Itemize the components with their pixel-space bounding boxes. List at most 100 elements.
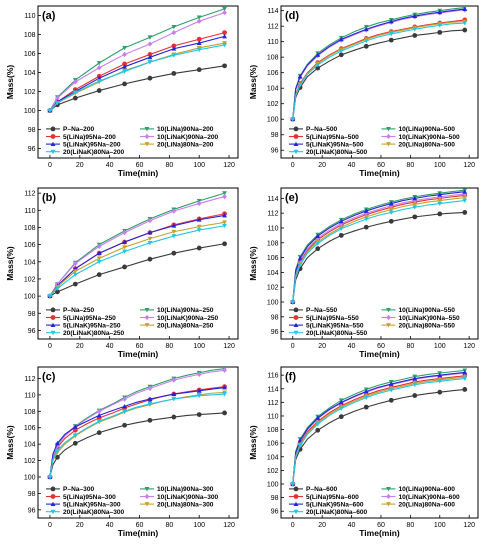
data-point — [147, 417, 153, 423]
data-point — [72, 433, 78, 438]
series-line — [292, 22, 465, 120]
x-tick-label: 60 — [136, 162, 144, 169]
data-point — [122, 245, 127, 250]
x-tick-label: 60 — [377, 522, 385, 529]
y-tick-label: 108 — [267, 240, 279, 247]
data-point — [171, 24, 177, 30]
legend-entry: 20(LiNa)80Na–600 — [381, 501, 455, 508]
x-tick-label: 80 — [406, 522, 414, 529]
data-point — [171, 53, 177, 58]
data-point — [437, 372, 443, 378]
data-point — [96, 430, 102, 436]
y-tick-label: 96 — [271, 329, 279, 336]
data-point — [122, 81, 127, 87]
data-point — [196, 18, 202, 24]
legend-marker — [144, 493, 150, 500]
data-point — [315, 415, 321, 420]
legend-entry: 10(LiNa)90Na–550 — [381, 307, 455, 314]
data-point — [55, 95, 60, 101]
x-tick-label: 20 — [318, 343, 326, 350]
data-point — [297, 74, 303, 79]
data-point — [462, 387, 468, 392]
x-tick-label: 80 — [165, 522, 173, 529]
data-point — [72, 440, 78, 446]
data-point — [412, 27, 418, 32]
legend-entry: 5(LiNa)95Na–200 — [46, 134, 116, 141]
data-point — [297, 83, 303, 88]
panel-label: (e) — [285, 192, 299, 204]
y-tick-label: 106 — [24, 51, 36, 58]
legend-entry: 20(LiNaK)80Na–300 — [46, 509, 125, 516]
legend-entry: 5(LiNa)95Na–500 — [289, 134, 359, 141]
legend-marker — [50, 149, 56, 155]
legend-marker — [293, 330, 299, 336]
legend-label: 20(LiNaK)80Na–600 — [306, 509, 368, 516]
legend-label: 5(LiNaK)95Na–250 — [63, 322, 121, 329]
legend-label: P–Na–250 — [63, 307, 94, 314]
data-point — [147, 217, 153, 224]
data-point — [338, 399, 344, 405]
data-point — [147, 52, 153, 57]
legend-entry: 5(LiNa)95Na–550 — [289, 315, 359, 322]
data-point — [412, 214, 418, 220]
legend-marker — [386, 142, 391, 147]
legend-label: 10(LiNa)90Na–550 — [398, 307, 455, 314]
data-point — [297, 263, 303, 268]
data-point — [412, 382, 418, 388]
legend-label: 10(LiNaK)90Na–250 — [157, 315, 219, 322]
data-point — [437, 194, 443, 200]
x-tick-label: 60 — [377, 162, 385, 169]
y-tick-label: 98 — [28, 311, 36, 318]
legend-label: 10(LiNaK)90Na–550 — [398, 315, 460, 322]
data-point — [462, 27, 468, 33]
chart-panel-2: 0 20 40 60 80 100 120 96 98 100 102 104 106 108 110 112… — [5, 187, 239, 359]
x-tick-label: 40 — [106, 343, 114, 350]
legend-label: 10(LiNaK)90Na–200 — [157, 134, 219, 141]
legend-marker — [293, 141, 299, 147]
data-point — [147, 75, 153, 81]
y-tick-label: 98 — [28, 127, 36, 134]
data-point — [363, 224, 369, 230]
plot-frame — [280, 366, 479, 519]
legend-label: 20(LiNaK)80Na–200 — [63, 149, 125, 156]
x-tick-label: 80 — [406, 343, 414, 350]
data-point — [222, 63, 227, 69]
series-0 — [47, 410, 227, 480]
series-line — [292, 29, 465, 120]
data-point — [315, 63, 321, 68]
data-point — [122, 422, 127, 428]
legend-marker — [293, 315, 299, 320]
x-tick-label: 80 — [165, 343, 173, 350]
x-axis-title: Time(min) — [359, 528, 400, 538]
data-point — [297, 443, 303, 449]
y-tick-label: 102 — [24, 458, 36, 465]
legend-marker — [50, 315, 56, 320]
data-point — [171, 229, 177, 235]
data-point — [196, 224, 202, 230]
data-point — [388, 37, 394, 43]
data-point — [96, 408, 102, 414]
x-axis-title: Time(min) — [118, 168, 159, 178]
legend-marker — [144, 126, 150, 132]
data-point — [315, 241, 321, 246]
legend-entry: P–Na–200 — [46, 126, 94, 133]
legend-marker — [50, 322, 56, 328]
legend-marker — [50, 141, 56, 147]
y-tick-label: 104 — [24, 70, 36, 77]
legend-entry: P–Na–500 — [289, 126, 337, 133]
plot-frame — [37, 187, 239, 340]
series-0 — [290, 387, 468, 487]
legend-label: 5(LiNa)95Na–500 — [306, 134, 359, 141]
data-point — [196, 200, 202, 207]
data-point — [147, 236, 153, 242]
legend-label: 10(LiNaK)90Na–600 — [398, 494, 460, 501]
data-point — [196, 36, 202, 42]
data-point — [437, 9, 443, 15]
data-point — [196, 67, 202, 73]
data-point — [363, 26, 369, 32]
data-point — [72, 281, 78, 287]
data-point — [462, 198, 468, 203]
legend-label: 20(LiNa)80Na–200 — [157, 141, 214, 148]
legend-entry: 5(LiNa)95Na–250 — [46, 315, 116, 322]
